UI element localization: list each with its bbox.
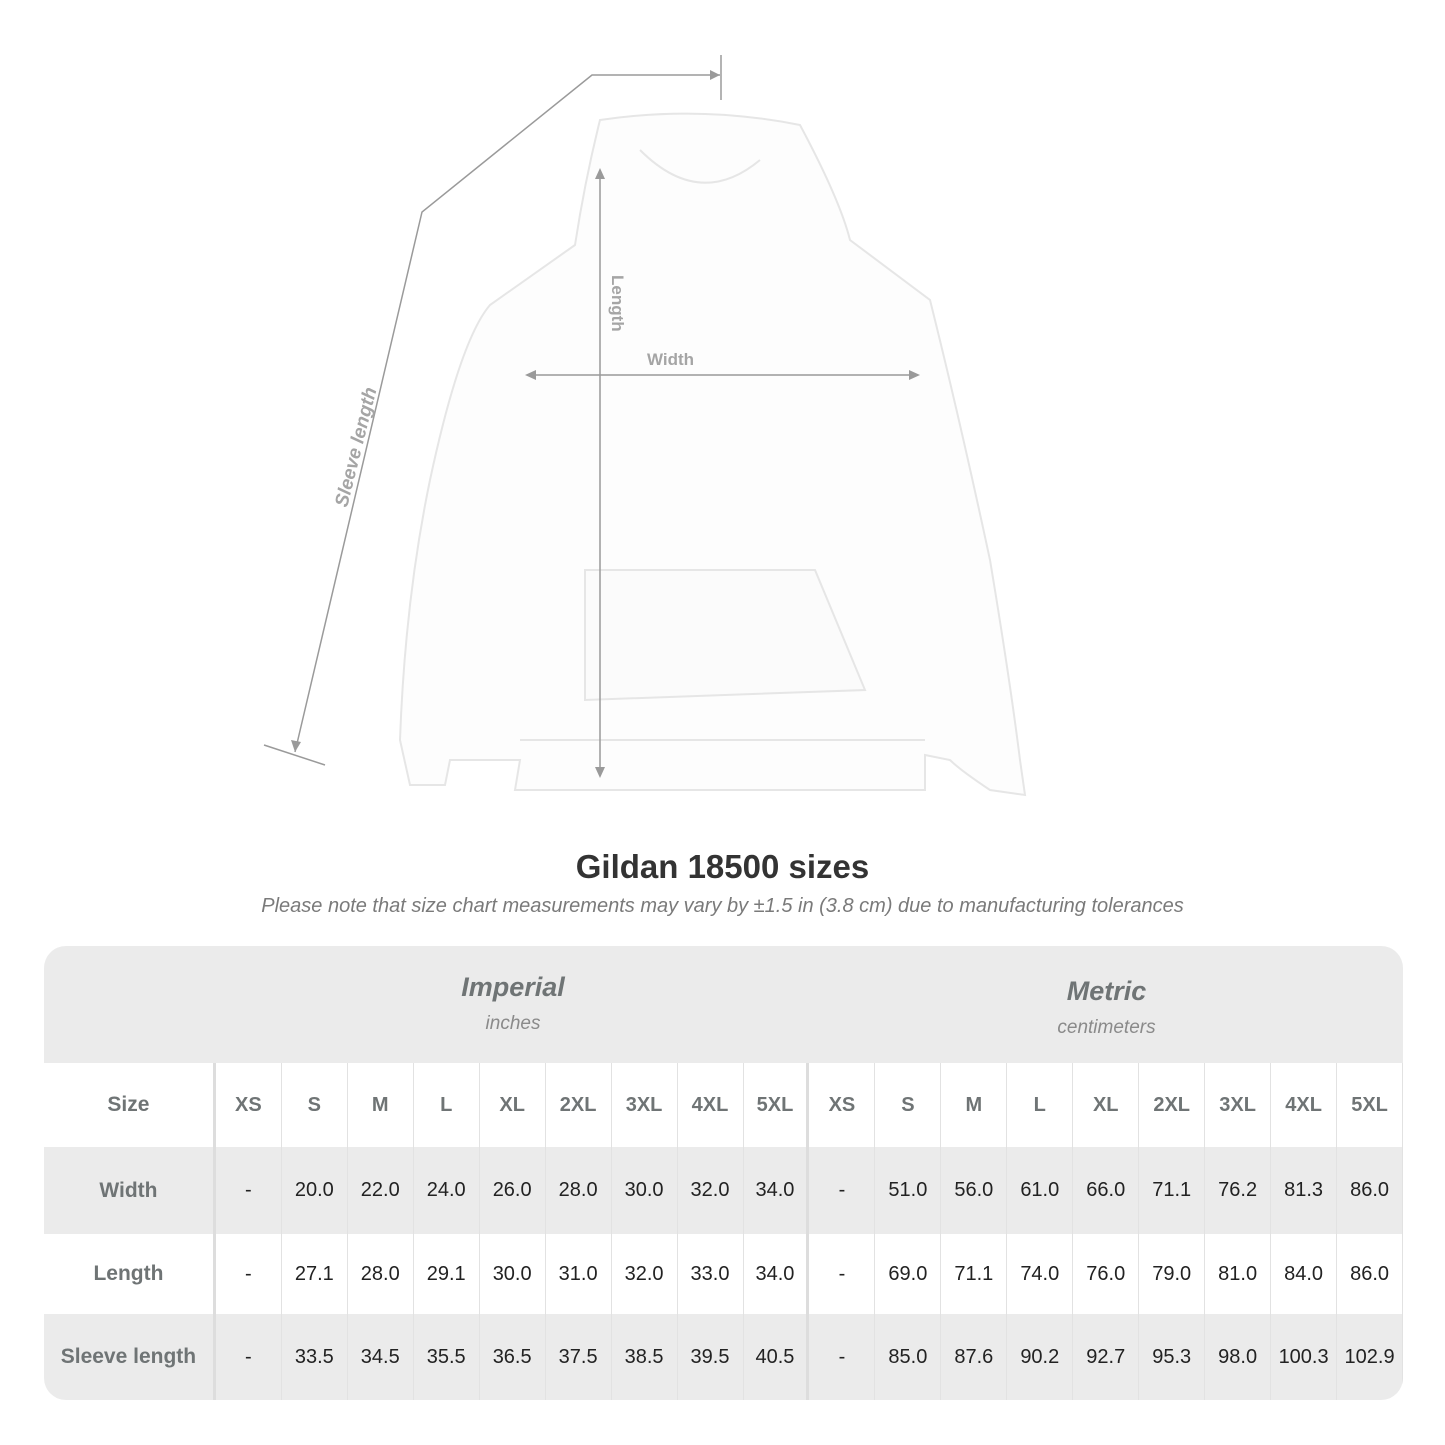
size-header-cell: 4XL: [678, 1063, 744, 1147]
table-cell: 85.0: [875, 1314, 942, 1400]
table-cell: 27.1: [282, 1234, 348, 1314]
table-row: Sleeve length -33.5 34.5 35.5 36.5 37.5 38.5 39…: [44, 1314, 1403, 1400]
row-label: Width: [44, 1147, 216, 1234]
table-cell: 79.0: [1139, 1234, 1206, 1314]
metric-unit: centimeters: [1057, 1017, 1156, 1038]
size-header-cell: XL: [1073, 1063, 1140, 1147]
table-cell: -: [216, 1314, 282, 1400]
imperial-title: Imperial: [461, 972, 565, 1002]
table-cell: 28.0: [348, 1234, 414, 1314]
table-cell: 74.0: [1007, 1234, 1074, 1314]
tolerance-note: Please note that size chart measurements…: [261, 895, 1184, 917]
table-cell: 66.0: [1073, 1147, 1140, 1234]
size-header-cell: S: [282, 1063, 348, 1147]
table-cell: 100.3: [1271, 1314, 1338, 1400]
size-header-cell: L: [414, 1063, 480, 1147]
table-cell: 30.0: [612, 1147, 678, 1234]
table-cell: 40.5: [744, 1314, 810, 1400]
table-cell: 71.1: [941, 1234, 1008, 1314]
table-cell: 31.0: [546, 1234, 612, 1314]
table-cell: 33.0: [678, 1234, 744, 1314]
size-header-cell: 2XL: [1139, 1063, 1206, 1147]
units-header: Imperial inches Metric centimeters: [44, 946, 1403, 1063]
size-header-cell: 4XL: [1271, 1063, 1338, 1147]
size-header-cell: XL: [480, 1063, 546, 1147]
table-cell: 33.5: [282, 1314, 348, 1400]
table-cell: 39.5: [678, 1314, 744, 1400]
table-cell: 51.0: [875, 1147, 942, 1234]
table-cell: 34.5: [348, 1314, 414, 1400]
table-cell: 98.0: [1205, 1314, 1272, 1400]
size-header-row: Size XS S M L XL 2XL 3XL 4XL 5XL XS S M L XL 2XL 3XL 4XL 5…: [44, 1063, 1403, 1147]
imperial-header: Imperial inches: [216, 972, 810, 1035]
table-cell: -: [216, 1234, 282, 1314]
size-header-cell: M: [941, 1063, 1008, 1147]
sleeve-length-label: Sleeve length: [331, 385, 381, 509]
size-header-cell: 3XL: [612, 1063, 678, 1147]
table-cell: 35.5: [414, 1314, 480, 1400]
size-header-cell: 2XL: [546, 1063, 612, 1147]
table-cell: 81.3: [1271, 1147, 1338, 1234]
table-cell: 36.5: [480, 1314, 546, 1400]
size-header-cell: S: [875, 1063, 942, 1147]
table-cell: -: [809, 1314, 876, 1400]
page-title: Gildan 18500 sizes: [575, 848, 870, 885]
width-label: Width: [647, 350, 694, 369]
table-row: Width -20.0 22.0 24.0 26.0 28.0 30.0 32.0 34.0-5…: [44, 1147, 1403, 1234]
size-header-cell: 5XL: [1337, 1063, 1403, 1147]
table-cell: 22.0: [348, 1147, 414, 1234]
table-cell: 84.0: [1271, 1234, 1338, 1314]
size-table: Imperial inches Metric centimeters Size X…: [44, 946, 1403, 1400]
metric-title: Metric: [1066, 976, 1147, 1006]
table-cell: 81.0: [1205, 1234, 1272, 1314]
table-cell: -: [809, 1147, 876, 1234]
table-cell: -: [809, 1234, 876, 1314]
table-cell: 30.0: [480, 1234, 546, 1314]
size-header-cell: M: [348, 1063, 414, 1147]
size-header-cell: XS: [809, 1063, 876, 1147]
table-cell: 76.2: [1205, 1147, 1272, 1234]
row-label: Sleeve length: [44, 1314, 216, 1400]
table-cell: 32.0: [678, 1147, 744, 1234]
table-cell: 71.1: [1139, 1147, 1206, 1234]
size-header-cell: 3XL: [1205, 1063, 1272, 1147]
table-cell: -: [216, 1147, 282, 1234]
table-cell: 34.0: [744, 1147, 810, 1234]
table-cell: 37.5: [546, 1314, 612, 1400]
length-label: Length: [608, 275, 627, 332]
table-cell: 87.6: [941, 1314, 1008, 1400]
table-cell: 86.0: [1337, 1234, 1403, 1314]
table-cell: 24.0: [414, 1147, 480, 1234]
row-label: Length: [44, 1234, 216, 1314]
size-label: Size: [44, 1063, 216, 1147]
table-cell: 20.0: [282, 1147, 348, 1234]
imperial-unit: inches: [485, 1013, 541, 1034]
table-cell: 38.5: [612, 1314, 678, 1400]
sleeve-length-line: [294, 74, 720, 753]
table-cell: 95.3: [1139, 1314, 1206, 1400]
table-cell: 86.0: [1337, 1147, 1403, 1234]
table-cell: 28.0: [546, 1147, 612, 1234]
hoodie-diagram: Sleeve length Length Width: [263, 55, 1027, 797]
table-cell: 29.1: [414, 1234, 480, 1314]
table-cell: 92.7: [1073, 1314, 1140, 1400]
table-cell: 76.0: [1073, 1234, 1140, 1314]
size-header-cell: L: [1007, 1063, 1074, 1147]
table-cell: 34.0: [744, 1234, 810, 1314]
size-header-cell: XS: [216, 1063, 282, 1147]
size-header-cell: 5XL: [744, 1063, 810, 1147]
table-cell: 90.2: [1007, 1314, 1074, 1400]
table-row: Length -27.1 28.0 29.1 30.0 31.0 32.0 33.0 34.0-…: [44, 1234, 1403, 1314]
table-cell: 32.0: [612, 1234, 678, 1314]
table-cell: 26.0: [480, 1147, 546, 1234]
table-cell: 56.0: [941, 1147, 1008, 1234]
table-cell: 69.0: [875, 1234, 942, 1314]
metric-header: Metric centimeters: [810, 976, 1403, 1039]
hoodie-image: [398, 112, 1027, 797]
table-cell: 102.9: [1337, 1314, 1403, 1400]
table-cell: 61.0: [1007, 1147, 1074, 1234]
